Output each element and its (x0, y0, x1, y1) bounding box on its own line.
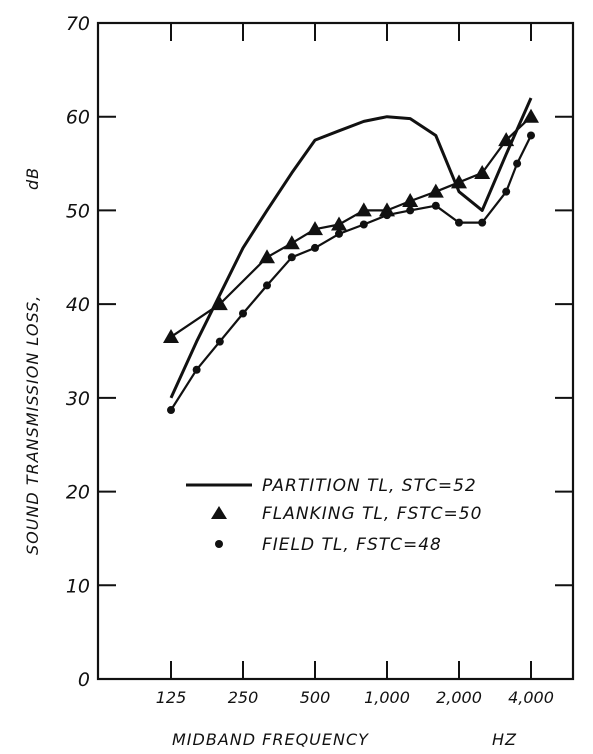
field-point (311, 243, 319, 252)
flanking-point (427, 183, 444, 198)
field-point (513, 159, 522, 168)
y-tick-label: 60 (66, 107, 90, 129)
legend-label-flanking: FLANKING TL, FSTC=50 (262, 504, 482, 524)
x-tick-label: 125 (156, 688, 187, 707)
field-point (239, 309, 247, 318)
y-tick-label: 70 (66, 13, 90, 35)
series-layer (163, 97, 539, 415)
y-tick-label: 20 (66, 482, 90, 504)
x-axis-ticks: 125 250 500 1,000 2,000 4,000 (156, 23, 554, 707)
y-tick-label: 10 (66, 575, 90, 597)
field-point (383, 211, 391, 220)
field-point (455, 218, 463, 227)
legend-label-field: FIELD TL, FSTC=48 (262, 535, 442, 555)
flanking-point (331, 216, 348, 231)
series-line-1 (169, 97, 533, 399)
field-point (359, 220, 368, 229)
y-tick-label: 50 (66, 200, 90, 222)
x-tick-label: 2,000 (436, 688, 482, 707)
flanking-point (211, 296, 228, 311)
field-point (431, 201, 440, 210)
x-axis-unit: HZ (492, 730, 517, 749)
field-point (335, 229, 344, 238)
flanking-point (379, 202, 395, 217)
flanking-point (402, 193, 419, 208)
legend-label-partition: PARTITION TL, STC=52 (262, 476, 477, 496)
field-point (527, 131, 535, 140)
flanking-point (451, 174, 467, 189)
legend-marker-field (215, 540, 223, 548)
x-tick-label: 500 (300, 688, 331, 707)
y-tick-label: 40 (66, 294, 90, 316)
flanking-point (283, 235, 300, 250)
x-tick-label: 4,000 (508, 688, 554, 707)
y-axis-ticks: 0 10 20 30 40 50 60 70 (66, 13, 573, 691)
field-point (263, 281, 272, 290)
field-point (192, 365, 201, 374)
legend-marker-flanking (211, 506, 227, 519)
x-tick-label: 1,000 (364, 688, 410, 707)
flanking-point (355, 202, 372, 217)
plot-frame (96, 21, 575, 681)
y-tick-label: 0 (78, 669, 90, 691)
x-axis-title: MIDBAND FREQUENCY (172, 730, 369, 749)
x-tick-label: 250 (228, 688, 259, 707)
flanking-point (474, 164, 491, 179)
y-tick-label: 30 (66, 388, 90, 410)
flanking-point (259, 249, 276, 264)
series-line-2 (170, 115, 532, 338)
field-point (215, 337, 224, 346)
field-point (502, 187, 511, 196)
field-point (478, 218, 487, 227)
flanking-point (307, 221, 323, 236)
y-axis-unit: dB (23, 167, 42, 190)
flanking-point (523, 108, 539, 123)
field-point (406, 206, 415, 215)
field-point (167, 406, 175, 415)
flanking-point (498, 132, 515, 147)
flanking-point (163, 328, 179, 343)
field-point (287, 253, 296, 262)
legend: PARTITION TL, STC=52 FLANKING TL, FSTC=5… (186, 476, 482, 555)
y-axis-title: SOUND TRANSMISSION LOSS, (23, 295, 42, 555)
